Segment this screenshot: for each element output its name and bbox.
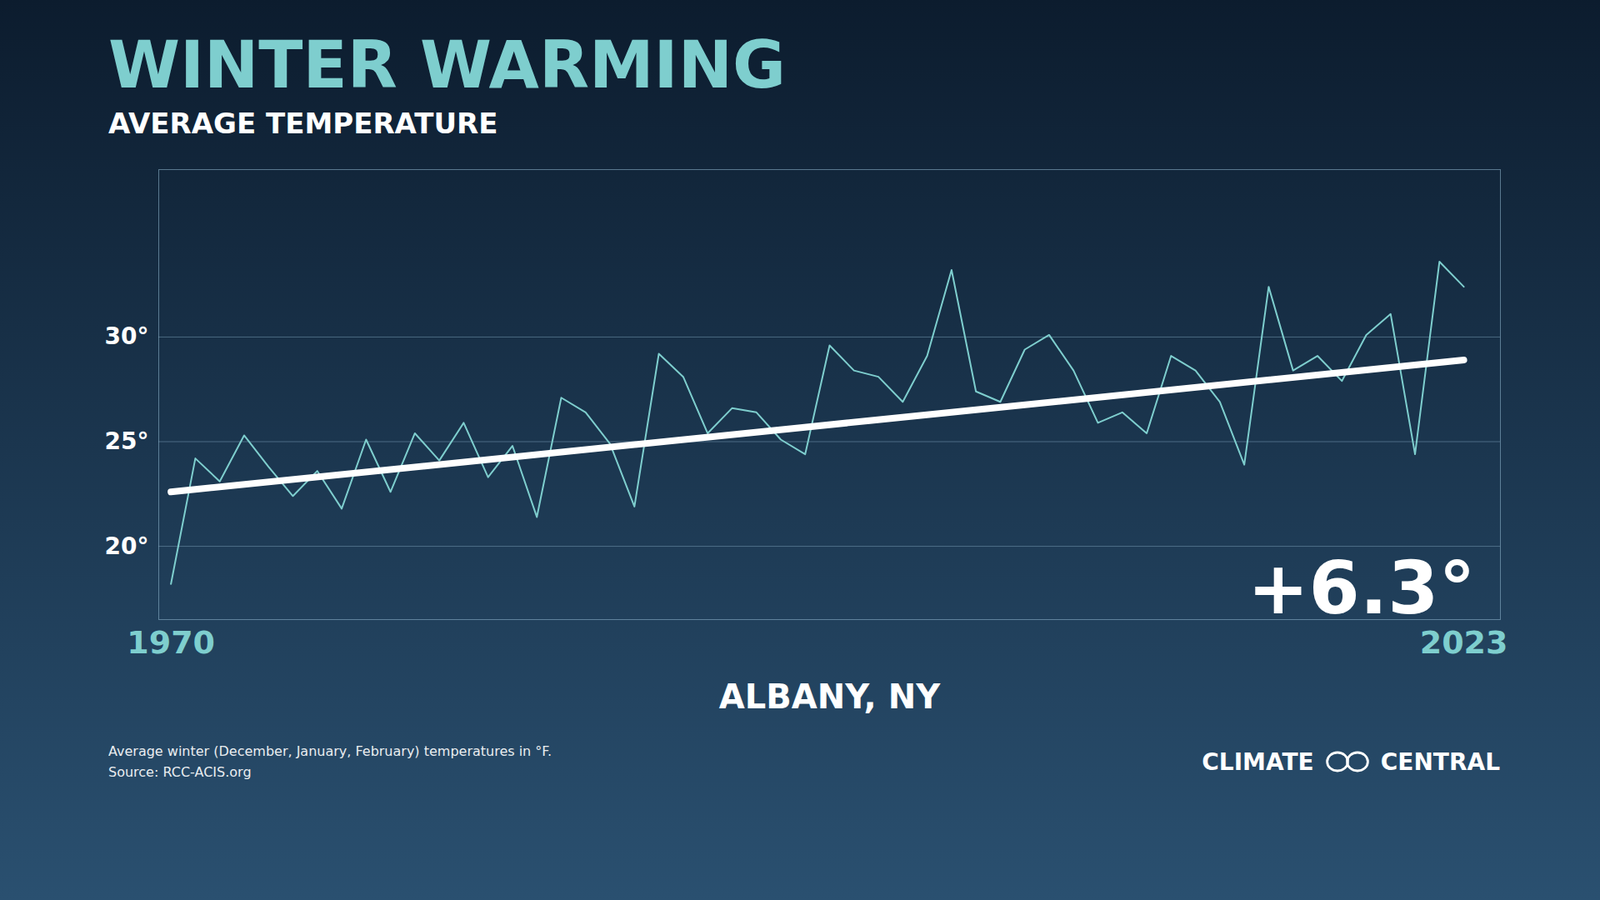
html-text:CENTRAL: CENTRAL [1380, 748, 1500, 776]
svg-text:1970: 1970 [126, 624, 215, 661]
svg-text:ALBANY, NY: ALBANY, NY [719, 676, 941, 715]
svg-text:+6.3°: +6.3° [1247, 544, 1476, 630]
html-text:AVERAGE TEMPERATURE: AVERAGE TEMPERATURE [108, 106, 498, 140]
html-text:WINTER WARMING: WINTER WARMING [108, 27, 786, 103]
svg-text:2023: 2023 [1419, 624, 1508, 661]
svg-text:30°: 30° [105, 322, 150, 350]
svg-text:25°: 25° [105, 427, 150, 455]
html-text:CLIMATE: CLIMATE [1201, 748, 1314, 776]
html-text:Average winter (December, Janu: Average winter (December, January, Febru… [108, 743, 552, 759]
html-text:Source: RCC-ACIS.org: Source: RCC-ACIS.org [108, 764, 252, 781]
svg-text:20°: 20° [105, 531, 150, 560]
